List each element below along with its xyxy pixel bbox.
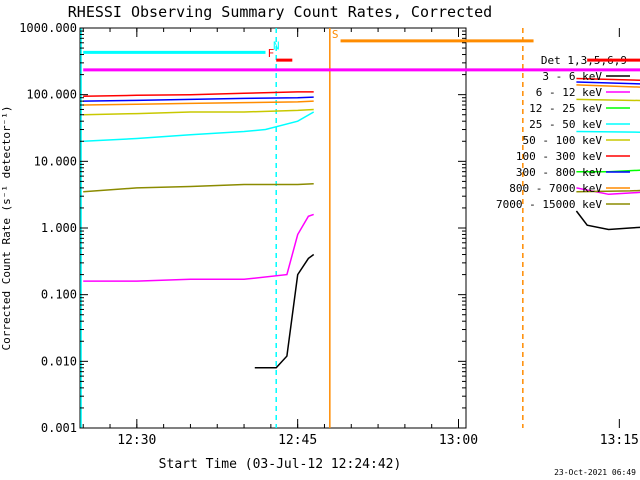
series-line-6 — [83, 96, 314, 102]
y-tick-label: 0.100 — [41, 288, 77, 302]
footer-date: 23-Oct-2021 06:49 — [554, 468, 636, 477]
legend-label: 12 - 25 keV — [529, 102, 602, 115]
flag-label: F — [268, 47, 275, 60]
legend-label: 3 - 6 keV — [542, 70, 602, 83]
legend-label: 100 - 300 keV — [516, 150, 602, 163]
y-tick-label: 100.000 — [26, 88, 77, 102]
legend-label: 300 - 800 keV — [516, 166, 602, 179]
series-line-5 — [83, 91, 314, 97]
flag-label: S — [332, 28, 339, 41]
series-line-3 — [83, 111, 315, 143]
y-tick-label: 0.001 — [41, 421, 77, 435]
y-tick-label: 0.010 — [41, 354, 77, 368]
legend-label: 25 - 50 keV — [529, 118, 602, 131]
series-line-0 — [254, 253, 315, 369]
y-axis-label: Corrected Count Rate (s⁻¹ detector⁻¹) — [0, 105, 13, 350]
y-tick-label: 1000.000 — [19, 21, 77, 35]
y-tick-label: 1.000 — [41, 221, 77, 235]
legend-title: Det 1,3,5,6,9 — [541, 54, 627, 67]
series-line-1 — [83, 213, 314, 282]
legend-label: 800 - 7000 keV — [509, 182, 602, 195]
y-tick-label: 10.000 — [34, 154, 77, 168]
chart-title: RHESSI Observing Summary Count Rates, Co… — [68, 3, 492, 21]
series-line-4 — [83, 108, 314, 116]
flag-label: N — [273, 39, 280, 52]
legend-label: 7000 - 15000 keV — [496, 198, 602, 211]
x-axis-label: Start Time (03-Jul-12 12:24:42) — [159, 457, 402, 472]
x-tick-label: 13:00 — [439, 433, 478, 448]
series-line-0 — [575, 210, 640, 231]
flag-bars: NSFAGA1 — [83, 28, 640, 72]
y-axis-ticks: 1000.000 100.000 10.000 1.000 0.100 0.010 0.00… — [19, 21, 466, 435]
legend-label: 50 - 100 keV — [523, 134, 603, 147]
series-line-8 — [83, 183, 314, 193]
legend: 3 - 6 keV 6 - 12 keV 12 - 25 keV 25 - 50 ke… — [496, 70, 630, 211]
x-tick-label: 12:30 — [117, 433, 156, 448]
x-tick-label: 13:15 — [600, 433, 639, 448]
x-tick-label: 12:45 — [278, 433, 317, 448]
legend-label: 6 - 12 keV — [536, 86, 603, 99]
series-line-7 — [83, 100, 314, 106]
series-layer — [83, 77, 640, 369]
